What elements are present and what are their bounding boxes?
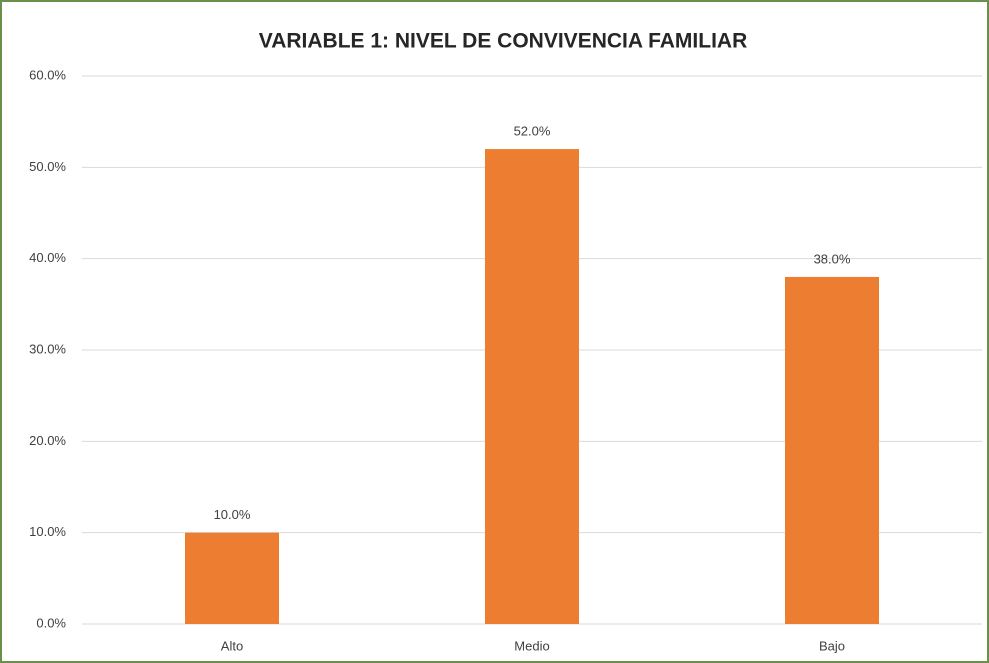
x-tick-label: Bajo bbox=[819, 638, 845, 653]
y-tick-label: 10.0% bbox=[29, 524, 66, 539]
y-tick-label: 60.0% bbox=[29, 67, 66, 82]
chart-title: VARIABLE 1: NIVEL DE CONVIVENCIA FAMILIA… bbox=[259, 30, 748, 53]
data-label: 10.0% bbox=[214, 507, 251, 522]
y-tick-label: 0.0% bbox=[36, 615, 66, 630]
data-label: 52.0% bbox=[514, 124, 551, 139]
x-tick-label: Alto bbox=[221, 638, 243, 653]
y-tick-label: 20.0% bbox=[29, 433, 66, 448]
y-tick-label: 40.0% bbox=[29, 250, 66, 265]
y-tick-label: 50.0% bbox=[29, 159, 66, 174]
y-tick-label: 30.0% bbox=[29, 341, 66, 356]
bar bbox=[785, 276, 879, 624]
bar bbox=[485, 149, 579, 625]
data-label: 38.0% bbox=[814, 251, 851, 266]
x-tick-label: Medio bbox=[514, 638, 549, 653]
bar bbox=[185, 532, 279, 624]
